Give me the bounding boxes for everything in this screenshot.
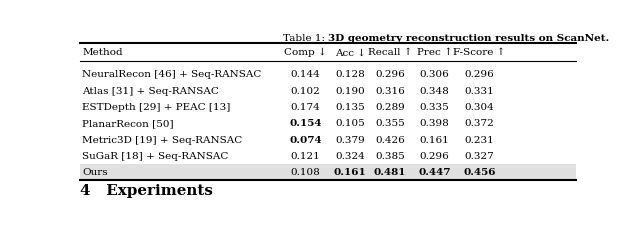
Text: Table 1:: Table 1: <box>283 33 328 42</box>
Bar <box>80 164 576 180</box>
Text: 0.316: 0.316 <box>375 86 405 95</box>
Text: 0.327: 0.327 <box>465 151 494 160</box>
Text: 0.306: 0.306 <box>420 70 449 79</box>
Text: 0.074: 0.074 <box>289 135 322 144</box>
Text: 0.135: 0.135 <box>335 102 365 111</box>
Text: 0.105: 0.105 <box>335 119 365 128</box>
Text: 0.296: 0.296 <box>465 70 494 79</box>
Text: 0.331: 0.331 <box>465 86 494 95</box>
Text: SuGaR [18] + Seq-RANSAC: SuGaR [18] + Seq-RANSAC <box>83 151 229 160</box>
Text: Ours: Ours <box>83 168 108 176</box>
Text: Method: Method <box>83 48 123 57</box>
Text: 0.447: 0.447 <box>419 168 451 176</box>
Text: 4   Experiments: 4 Experiments <box>80 183 213 197</box>
Text: 0.231: 0.231 <box>465 135 494 144</box>
Text: 0.348: 0.348 <box>420 86 449 95</box>
Text: 0.379: 0.379 <box>335 135 365 144</box>
Text: 0.296: 0.296 <box>420 151 449 160</box>
Text: 0.161: 0.161 <box>334 168 367 176</box>
Text: Recall ↑: Recall ↑ <box>368 48 412 57</box>
Text: 0.154: 0.154 <box>289 119 322 128</box>
Text: 0.289: 0.289 <box>375 102 405 111</box>
Text: 0.174: 0.174 <box>291 102 321 111</box>
Text: 0.385: 0.385 <box>375 151 405 160</box>
Text: Acc ↓: Acc ↓ <box>335 48 366 57</box>
Text: 0.481: 0.481 <box>374 168 406 176</box>
Text: 0.456: 0.456 <box>463 168 495 176</box>
Text: 0.324: 0.324 <box>335 151 365 160</box>
Text: 0.335: 0.335 <box>420 102 449 111</box>
Text: 0.190: 0.190 <box>335 86 365 95</box>
Text: Prec ↑: Prec ↑ <box>417 48 452 57</box>
Text: Comp ↓: Comp ↓ <box>284 48 327 57</box>
Text: 0.121: 0.121 <box>291 151 321 160</box>
Text: 0.296: 0.296 <box>375 70 405 79</box>
Text: 0.398: 0.398 <box>420 119 449 128</box>
Text: 0.372: 0.372 <box>465 119 494 128</box>
Text: 0.144: 0.144 <box>291 70 321 79</box>
Text: NeuralRecon [46] + Seq-RANSAC: NeuralRecon [46] + Seq-RANSAC <box>83 70 262 79</box>
Text: 0.128: 0.128 <box>335 70 365 79</box>
Text: F-Score ↑: F-Score ↑ <box>453 48 506 57</box>
Text: PlanarRecon [50]: PlanarRecon [50] <box>83 119 174 128</box>
Text: 3D geometry reconstruction results on ScanNet.: 3D geometry reconstruction results on Sc… <box>328 33 609 42</box>
Text: 0.355: 0.355 <box>375 119 405 128</box>
Text: 0.102: 0.102 <box>291 86 321 95</box>
Text: Atlas [31] + Seq-RANSAC: Atlas [31] + Seq-RANSAC <box>83 86 220 95</box>
Text: 0.108: 0.108 <box>291 168 321 176</box>
Text: Metric3D [19] + Seq-RANSAC: Metric3D [19] + Seq-RANSAC <box>83 135 243 144</box>
Text: 0.426: 0.426 <box>375 135 405 144</box>
Text: 0.161: 0.161 <box>420 135 449 144</box>
Text: 0.304: 0.304 <box>465 102 494 111</box>
Text: ESTDepth [29] + PEAC [13]: ESTDepth [29] + PEAC [13] <box>83 102 231 111</box>
